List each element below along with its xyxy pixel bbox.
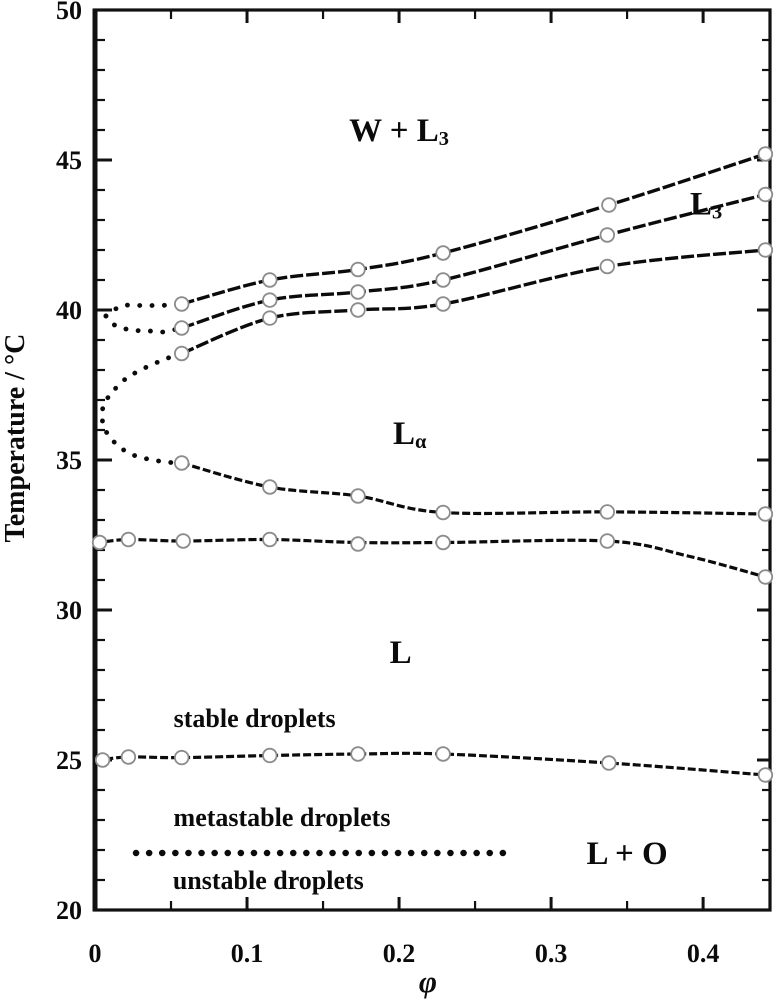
y-axis-title: Temperature / °C [0,334,31,543]
marker-stable-droplets-boundary [435,746,451,762]
data-markers [91,146,774,783]
marker-balanced-solubilization-boundary [120,531,137,548]
curve-l3-lower-boundary [181,248,766,356]
x-tick-label: 0.2 [383,939,416,968]
marker-stable-droplets-boundary [601,755,617,771]
y-tick-label: 45 [56,146,82,175]
y-tick-label: 50 [56,0,82,25]
marker-l3-middle-boundary [599,227,616,243]
marker-l3-lower-boundary [350,302,366,318]
x-tick-label: 0.4 [687,939,720,968]
label-metastable-droplets: metastable droplets [174,803,391,832]
x-axis-title: φ [419,964,437,999]
marker-balanced-solubilization-boundary [175,533,191,549]
region-lalpha: Lα [393,416,427,453]
marker-lamellar-boundary [599,504,616,520]
marker-balanced-solubilization-boundary [435,534,451,551]
marker-balanced-solubilization-boundary [599,533,616,549]
marker-l3-middle-boundary [757,186,774,203]
marker-lamellar-boundary [350,488,366,504]
marker-l3-middle-boundary [435,272,451,288]
region-l-o: L + O [587,836,668,872]
marker-l3-lower-boundary [435,296,451,312]
marker-lamellar-boundary [757,506,774,522]
marker-stable-droplets-boundary [173,749,190,766]
y-tick-label: 35 [56,446,82,475]
marker-stable-droplets-boundary [120,749,137,765]
marker-lamellar-boundary [173,455,190,471]
marker-balanced-solubilization-boundary [757,569,774,585]
curve-balanced-solubilization-boundary [93,537,766,579]
x-tick-label: 0.3 [535,939,568,968]
marker-l3-middle-boundary [173,320,190,336]
axis-ticks [93,8,770,912]
marker-l3-upper-boundary [350,261,366,278]
marker-l3-lower-boundary [757,242,774,258]
region-l: L [390,635,412,671]
marker-balanced-solubilization-boundary [350,536,366,552]
region-l3: L3 [690,187,722,224]
marker-stable-droplets-boundary [94,752,111,768]
y-tick-label: 40 [56,296,82,325]
marker-l3-lower-boundary [262,310,278,326]
region-w-l3: W + L3 [349,113,449,150]
marker-l3-upper-boundary [601,197,617,213]
y-tick-label: 30 [56,596,82,625]
marker-l3-upper-boundary [757,146,774,162]
x-tick-label: 0 [89,939,102,968]
x-tick-label: 0.1 [231,939,264,968]
marker-l3-upper-boundary [173,296,190,312]
tick-labels: 0 0.1 0.2 0.3 0.4 20 25 30 35 40 45 50 [56,0,719,968]
marker-stable-droplets-boundary [757,767,774,783]
label-unstable-droplets: unstable droplets [173,866,364,895]
marker-balanced-solubilization-boundary [91,534,108,551]
curve-dotted-middle-left-branch [103,313,183,335]
marker-stable-droplets-boundary [262,747,278,764]
marker-l3-lower-boundary [173,345,190,362]
marker-l3-lower-boundary [599,258,616,275]
label-stable-droplets: stable droplets [174,704,336,733]
marker-lamellar-boundary [435,504,451,521]
marker-stable-droplets-boundary [350,746,366,762]
marker-l3-upper-boundary [262,272,278,288]
curve-dotted-lamellar-left-loop [99,351,183,466]
y-tick-label: 25 [56,746,82,775]
phase-labels: W + L3 L3 Lα L L + O stable droplets metastabl… [173,113,722,895]
marker-l3-middle-boundary [350,284,366,300]
marker-l3-middle-boundary [262,292,278,308]
y-tick-label: 20 [56,896,82,925]
marker-l3-upper-boundary [435,245,451,261]
marker-balanced-solubilization-boundary [262,531,278,548]
marker-lamellar-boundary [262,479,278,495]
